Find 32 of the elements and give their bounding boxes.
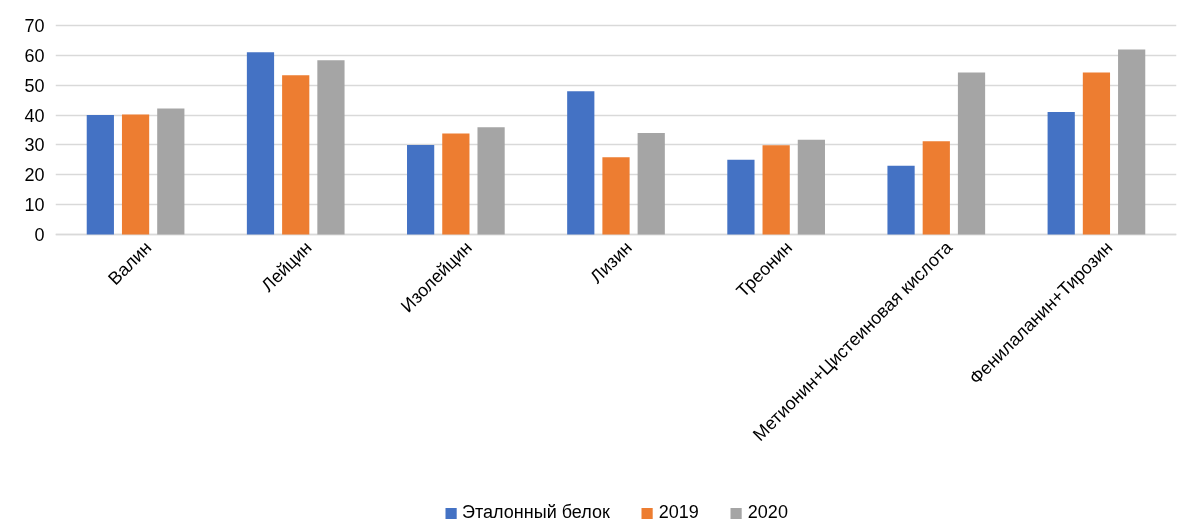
y-tick-label: 10 (24, 195, 45, 216)
bar (602, 157, 630, 235)
y-tick-label: 0 (34, 225, 45, 245)
y-tick-label: 20 (24, 165, 45, 186)
bar (317, 60, 345, 235)
bar (407, 144, 435, 235)
bar (1047, 112, 1075, 235)
legend-label: 2019 (658, 502, 699, 523)
bar (957, 72, 986, 235)
bar (797, 139, 825, 235)
bar (762, 145, 790, 235)
y-tick-label: 70 (24, 16, 45, 36)
y-tick-label: 60 (24, 45, 45, 66)
bar (1118, 49, 1146, 235)
bar (121, 114, 150, 235)
bar (567, 91, 595, 235)
bar (282, 75, 310, 235)
bar (157, 108, 185, 235)
bar (442, 133, 470, 235)
bar (86, 115, 114, 235)
legend-label: 2020 (747, 502, 788, 523)
y-tick-label: 30 (24, 135, 45, 156)
bar (477, 127, 505, 235)
legend-label: Эталонный белок (462, 502, 610, 523)
bar (727, 159, 755, 235)
y-tick-label: 50 (24, 75, 45, 96)
bar (246, 52, 275, 235)
bar (637, 132, 665, 235)
bar (922, 141, 950, 235)
bar (1082, 72, 1111, 235)
y-tick-label: 40 (24, 105, 45, 126)
bar (887, 165, 915, 235)
